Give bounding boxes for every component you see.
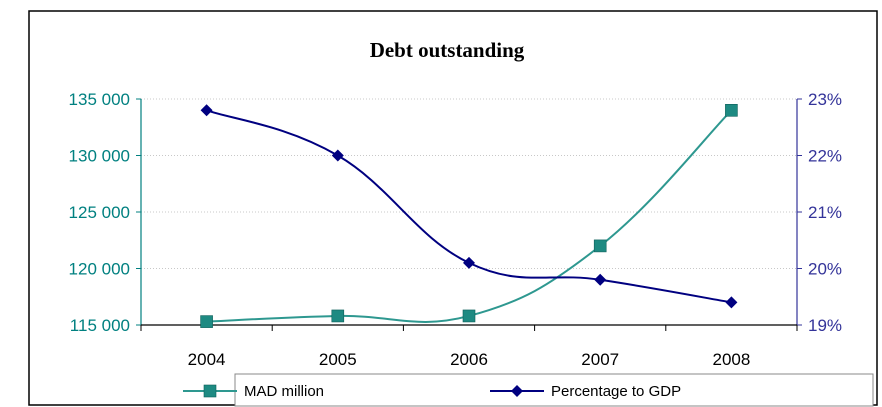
right-tick-label: 19% <box>808 316 842 335</box>
data-point-mad-million <box>331 309 345 323</box>
legend-label-mad-million: MAD million <box>244 383 324 400</box>
data-point-mad-million <box>593 239 607 253</box>
x-tick-label: 2007 <box>581 350 619 369</box>
right-tick-label: 23% <box>808 90 842 109</box>
axis-layer: 115 000 120 000 125 000 130 000 135 000 19% 20… <box>69 90 842 369</box>
x-tick-label: 2006 <box>450 350 488 369</box>
left-tick-label: 115 000 <box>70 316 130 335</box>
left-tick-label: 125 000 <box>69 203 130 222</box>
x-tick-label: 2008 <box>712 350 750 369</box>
left-tick-label: 135 000 <box>69 90 130 109</box>
chart-title: Debt outstanding <box>370 38 525 62</box>
x-tick-label: 2004 <box>188 350 226 369</box>
right-tick-label: 21% <box>808 203 842 222</box>
legend-marker-mad-million <box>203 384 217 398</box>
data-point-percentage-gdp <box>725 296 738 309</box>
left-tick-label: 120 000 <box>69 260 130 279</box>
data-point-mad-million <box>462 309 476 323</box>
data-point-percentage-gdp <box>331 149 344 162</box>
x-tick-label: 2005 <box>319 350 357 369</box>
legend: MAD million Percentage to GDP <box>183 373 874 407</box>
left-tick-label: 130 000 <box>69 147 130 166</box>
legend-marker-percentage-gdp <box>511 385 523 397</box>
data-point-mad-million <box>725 104 738 117</box>
data-point-mad-million <box>200 315 213 328</box>
data-point-percentage-gdp <box>463 256 475 269</box>
series-layer <box>200 104 738 328</box>
grid-layer <box>141 98 797 269</box>
right-tick-label: 22% <box>808 147 842 166</box>
right-tick-label: 20% <box>808 260 842 279</box>
legend-box <box>234 373 874 407</box>
legend-label-percentage-gdp: Percentage to GDP <box>551 383 681 400</box>
data-point-percentage-gdp <box>200 104 213 117</box>
data-point-percentage-gdp <box>594 273 607 286</box>
chart-frame <box>28 10 878 406</box>
